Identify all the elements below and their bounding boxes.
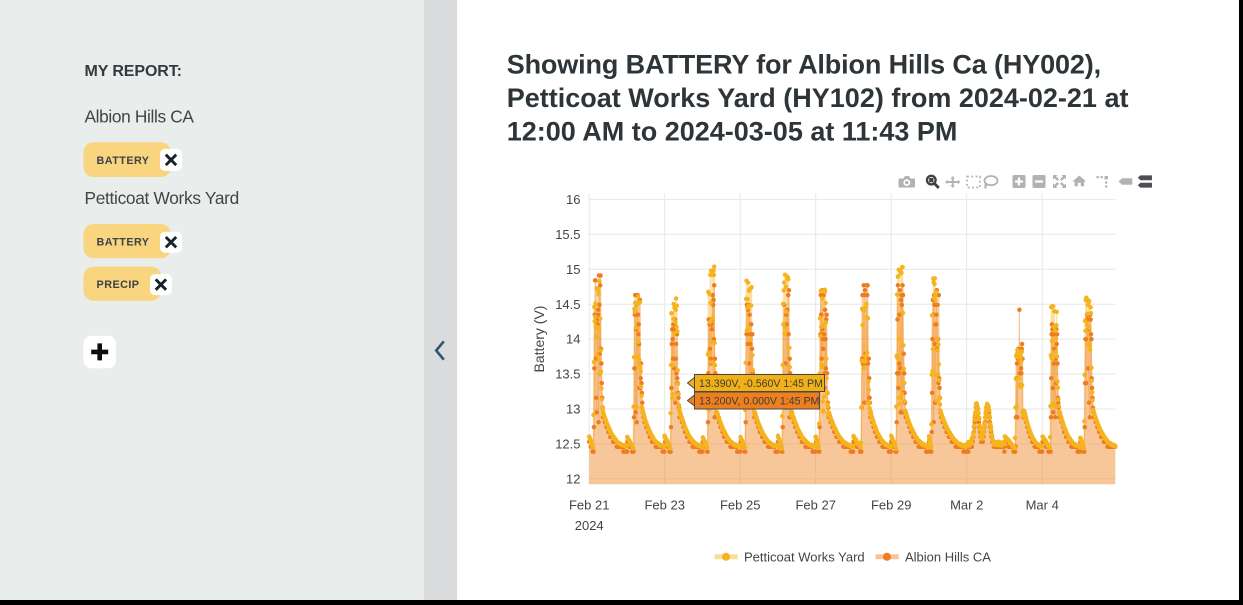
svg-text:Feb 21: Feb 21 [569, 498, 609, 513]
svg-text:Feb 23: Feb 23 [644, 498, 684, 513]
svg-text:Feb 27: Feb 27 [795, 498, 835, 513]
svg-text:13: 13 [566, 402, 580, 417]
svg-text:Mar 4: Mar 4 [1026, 498, 1059, 513]
svg-text:Albion Hills CA: Albion Hills CA [85, 107, 195, 127]
svg-text:2024: 2024 [575, 518, 604, 533]
svg-text:BATTERY: BATTERY [97, 237, 150, 249]
svg-text:Feb 29: Feb 29 [871, 498, 911, 513]
svg-text:Petticoat Works Yard: Petticoat Works Yard [85, 188, 239, 208]
svg-text:BATTERY: BATTERY [97, 155, 150, 167]
svg-text:14: 14 [566, 332, 580, 347]
svg-text:16: 16 [566, 192, 580, 207]
svg-text:14.5: 14.5 [555, 297, 580, 312]
svg-text:Mar 2: Mar 2 [950, 498, 983, 513]
svg-text:15.5: 15.5 [555, 227, 580, 242]
svg-text:12:00 AM to 2024-03-05 at 11:4: 12:00 AM to 2024-03-05 at 11:43 PM [507, 117, 958, 147]
svg-text:Albion Hills CA: Albion Hills CA [905, 549, 991, 564]
svg-text:PRECIP: PRECIP [97, 279, 140, 291]
svg-text:Feb 25: Feb 25 [720, 498, 760, 513]
svg-text:Petticoat Works Yard (HY102) f: Petticoat Works Yard (HY102) from 2024-0… [507, 83, 1129, 113]
svg-text:Petticoat Works Yard: Petticoat Works Yard [744, 549, 865, 564]
svg-text:15: 15 [566, 262, 580, 277]
svg-text:13.200V, 0.000V 1:45 PM: 13.200V, 0.000V 1:45 PM [699, 395, 819, 407]
svg-text:12.5: 12.5 [555, 437, 580, 452]
svg-text:Showing BATTERY for Albion Hil: Showing BATTERY for Albion Hills Ca (HY0… [507, 50, 1101, 80]
svg-text:12: 12 [566, 471, 580, 486]
svg-text:MY REPORT:: MY REPORT: [85, 63, 182, 80]
svg-text:Battery (V): Battery (V) [531, 306, 547, 373]
svg-text:13.5: 13.5 [555, 367, 580, 382]
svg-text:13.390V, -0.560V 1:45 PM: 13.390V, -0.560V 1:45 PM [699, 378, 823, 390]
